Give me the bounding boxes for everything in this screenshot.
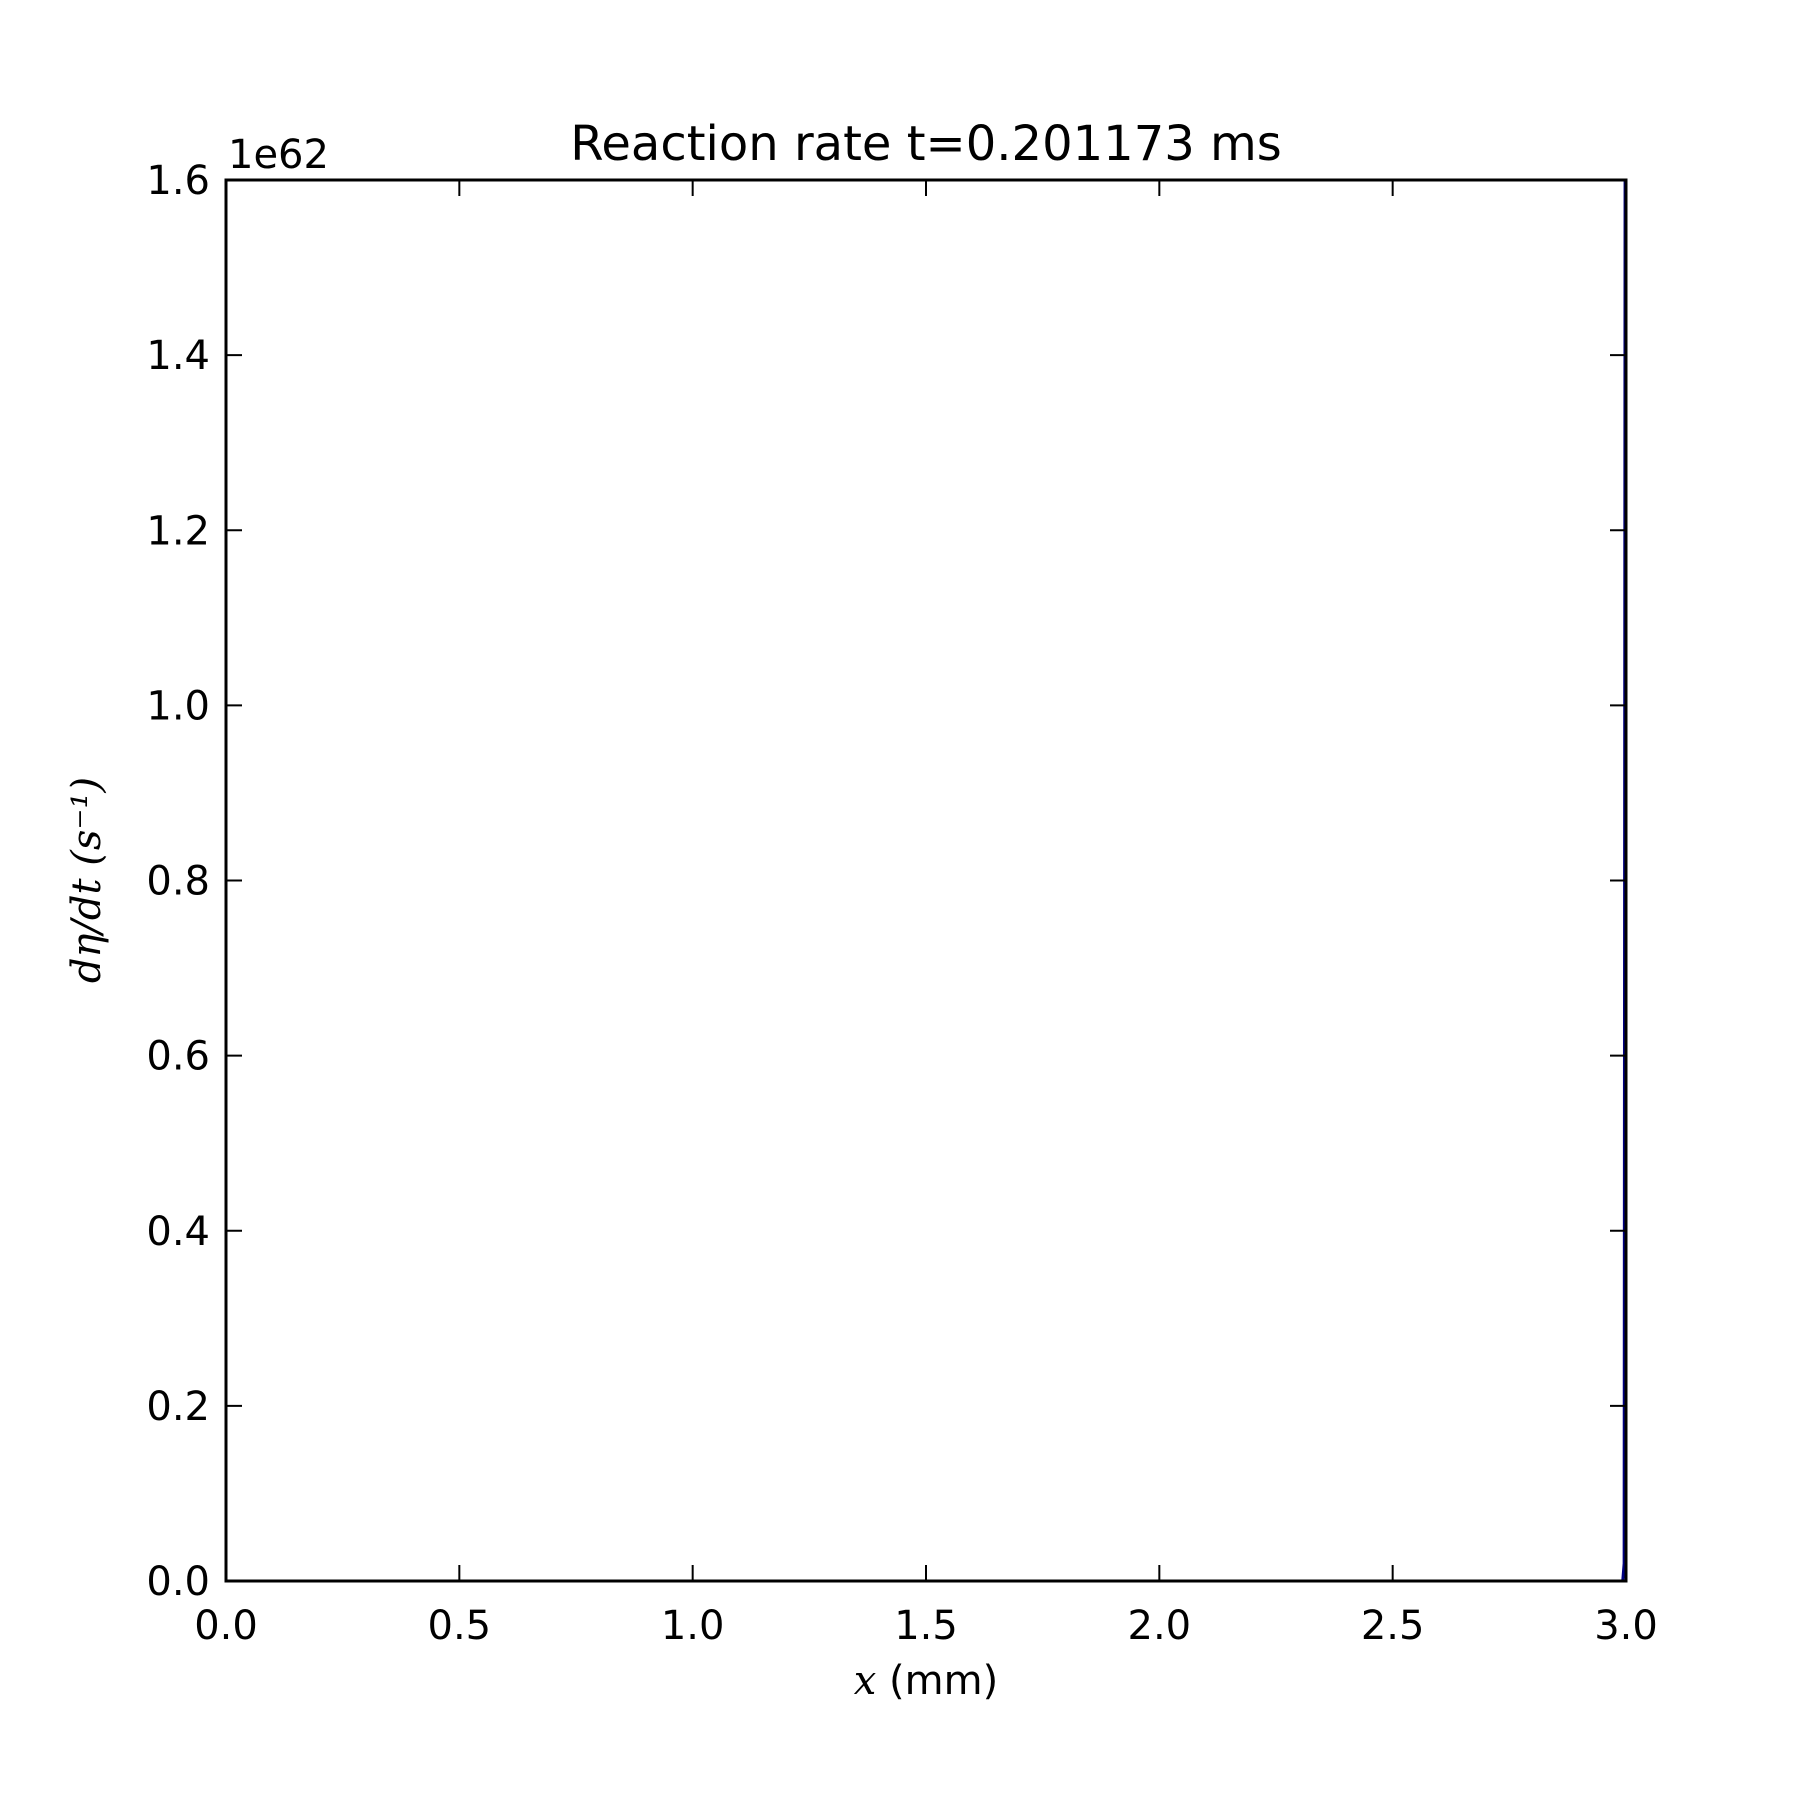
series-line — [226, 180, 1626, 1581]
x-tick-label: 2.5 — [1361, 1603, 1425, 1649]
series-layer — [226, 180, 1626, 1581]
y-tick-label: 1.4 — [146, 333, 210, 379]
y-tick-label: 1.0 — [146, 683, 210, 729]
x-axis-label-text: (mm) — [876, 1658, 998, 1704]
y-tick-label: 0.8 — [146, 859, 210, 905]
ticks-layer: 0.0 0.5 1.0 1.5 2.0 2.5 3.0 0.0 0.2 0.4 0.6 0.8 1.0 1… — [146, 158, 1657, 1649]
x-tick-label: 1.5 — [894, 1603, 958, 1649]
y-tick-label: 1.2 — [146, 508, 210, 554]
x-tick-label: 1.0 — [661, 1603, 725, 1649]
x-tick-label: 2.0 — [1128, 1603, 1192, 1649]
y-axis-label-text: (s⁻¹) — [64, 777, 110, 879]
y-axis-label: dη/dt (s⁻¹) — [64, 777, 110, 983]
y-offset-label: 1e62 — [228, 132, 329, 178]
y-tick-label: 0.6 — [146, 1034, 210, 1080]
plot-frame — [224, 178, 1628, 1583]
x-tick-label: 0.0 — [194, 1603, 258, 1649]
y-tick-label: 0.4 — [146, 1209, 210, 1255]
y-tick-label: 0.2 — [146, 1384, 210, 1430]
y-tick-label: 0.0 — [146, 1559, 210, 1605]
x-tick-label: 0.5 — [428, 1603, 492, 1649]
x-tick-label: 3.0 — [1594, 1603, 1658, 1649]
chart-title: Reaction rate t=0.201173 ms — [570, 116, 1282, 172]
y-axis-label-math: dη/dt — [64, 878, 110, 984]
x-axis-label: x (mm) — [854, 1658, 998, 1704]
x-axis-label-math: x — [854, 1658, 877, 1704]
y-tick-label: 1.6 — [146, 158, 210, 204]
